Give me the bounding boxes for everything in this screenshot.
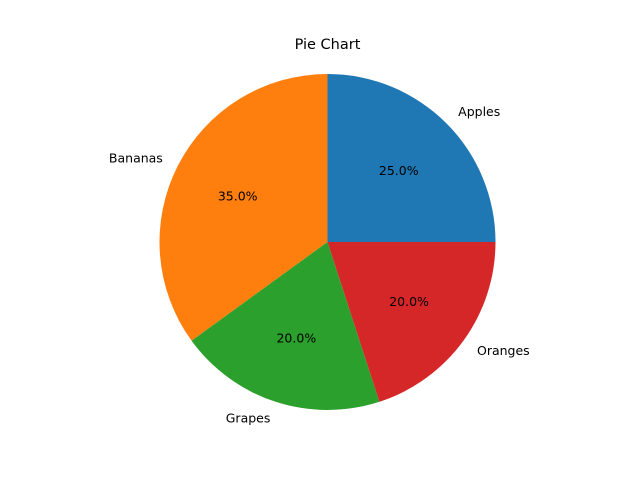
pie-slice-oranges (327, 242, 496, 402)
percent-label-bananas: 35.0% (218, 189, 258, 204)
percent-label-oranges: 20.0% (389, 294, 429, 309)
slice-label-grapes: Grapes (226, 410, 271, 425)
slice-label-bananas: Bananas (109, 151, 163, 166)
pie-slice-bananas (159, 74, 328, 341)
percent-label-apples: 25.0% (379, 163, 419, 178)
pie-slice-grapes (191, 242, 380, 410)
chart-title: Pie Chart (295, 37, 361, 53)
slice-label-apples: Apples (458, 104, 500, 119)
percent-label-grapes: 20.0% (276, 330, 316, 345)
pie-slice-apples (327, 74, 496, 242)
pie-labels: Apples 25.0% Bananas 35.0% Grapes 20.0% Orange… (109, 104, 530, 425)
slice-label-oranges: Oranges (477, 343, 530, 358)
pie-slices (159, 74, 496, 410)
